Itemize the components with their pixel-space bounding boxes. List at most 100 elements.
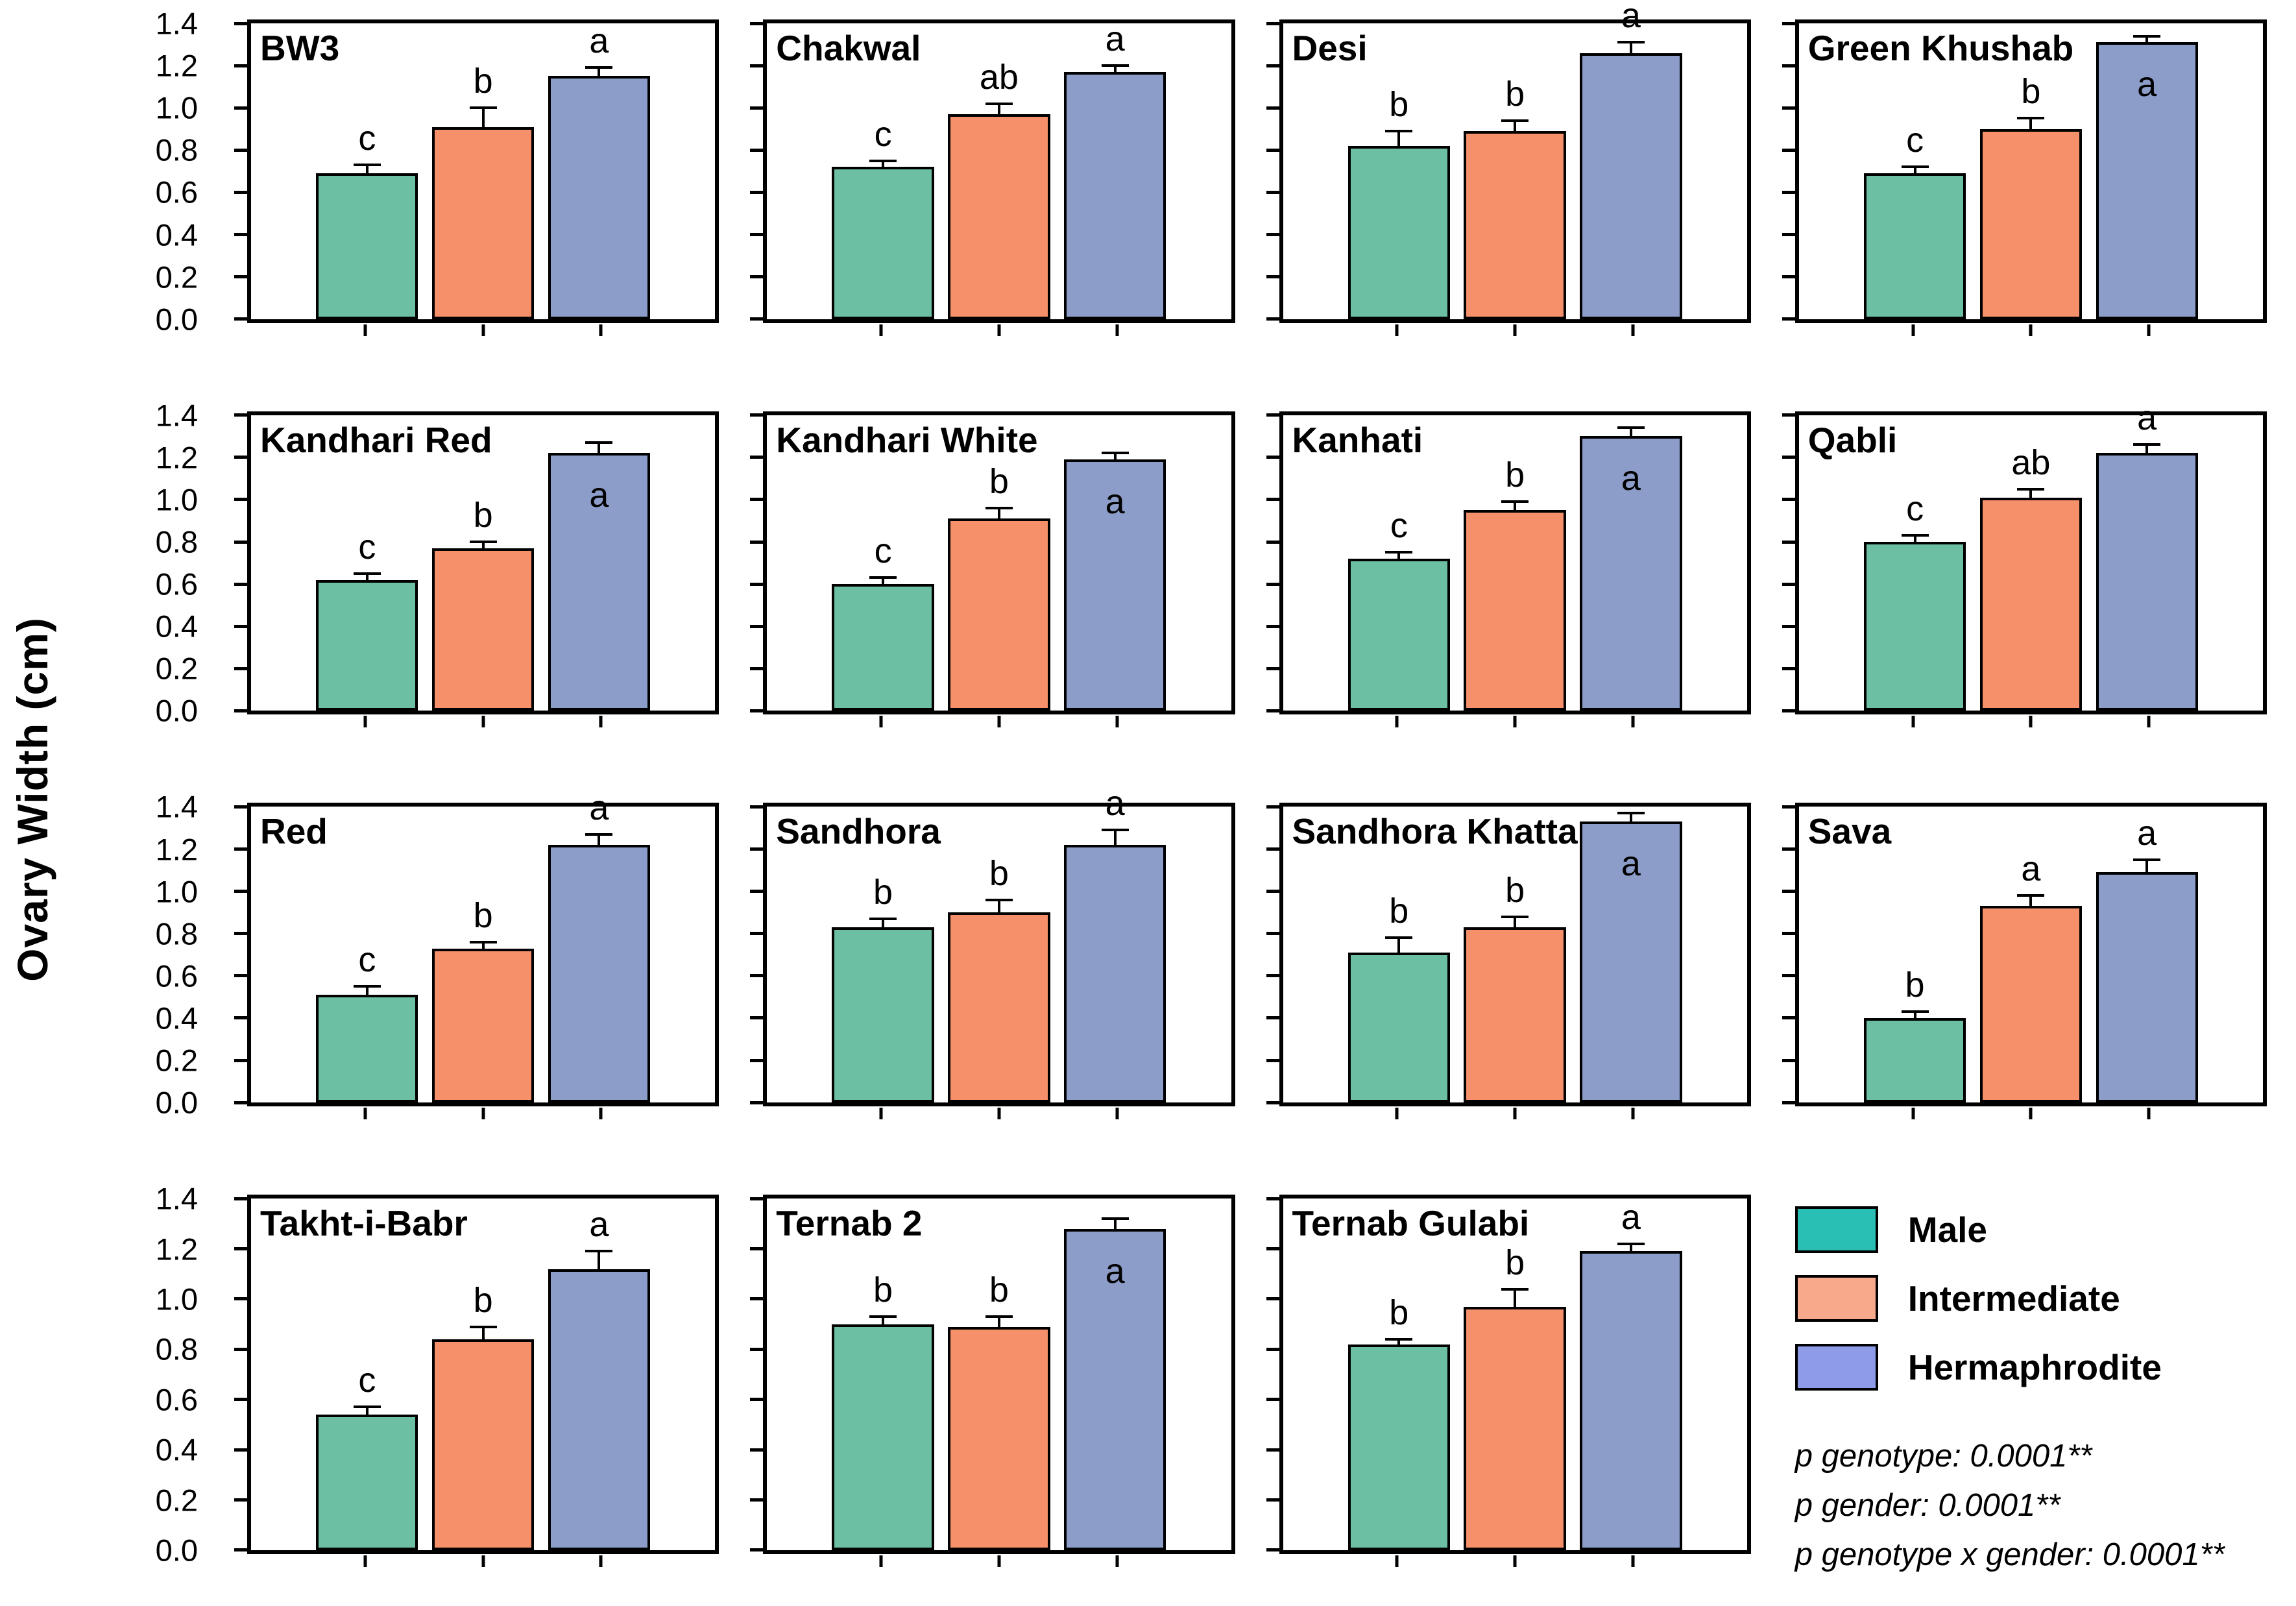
y-tick-mark (750, 709, 764, 712)
significance-letter: c (1390, 506, 1408, 546)
y-tick-mark (1782, 413, 1795, 417)
error-bar-cap (469, 541, 497, 544)
bar-male (316, 1415, 418, 1550)
y-tick-mark (1782, 1016, 1795, 1020)
y-tick-mark (1266, 275, 1279, 279)
bar-intermediate (1464, 1306, 1566, 1550)
y-tick-mark (1266, 64, 1279, 67)
bar-hermaphrodite (2096, 872, 2198, 1103)
significance-letter: a (2137, 398, 2157, 438)
bar-intermediate (948, 518, 1050, 711)
x-tick-mark (1911, 716, 1915, 728)
error-bar-cap (1101, 829, 1129, 832)
significance-letter: b (1389, 85, 1409, 125)
x-tick-mark (599, 1108, 603, 1120)
y-tick-mark (750, 1197, 764, 1200)
x-tick-mark (2029, 716, 2033, 728)
error-bar (2145, 444, 2149, 454)
y-tick-label: 1.0 (155, 90, 198, 125)
significance-letter: a (1105, 19, 1125, 59)
y-tick-mark (1266, 106, 1279, 110)
error-bar-cap (469, 1325, 497, 1328)
p-gender-line: p gender: 0.0001** (1795, 1488, 2060, 1524)
y-tick-mark (1266, 709, 1279, 712)
x-tick-mark (1395, 1108, 1399, 1120)
y-axis-label: Ovary Width (cm) (8, 617, 56, 982)
error-bar (1514, 1289, 1517, 1307)
y-tick-mark (750, 64, 764, 67)
y-tick-mark (1266, 1247, 1279, 1251)
x-tick-mark (1395, 1555, 1399, 1567)
error-bar-cap (1101, 1217, 1129, 1221)
y-tick-mark (234, 64, 247, 67)
x-tick-mark (1513, 324, 1517, 336)
y-tick-mark (1266, 1058, 1279, 1062)
bar-hermaphrodite (548, 845, 651, 1103)
y-tick-mark (750, 1498, 764, 1502)
error-bar (598, 834, 601, 846)
y-tick-mark (750, 1347, 764, 1351)
significance-letter: b (1905, 966, 1925, 1005)
bar-male (1863, 542, 1966, 711)
x-tick-mark (1115, 1555, 1119, 1567)
y-tick-mark (234, 805, 247, 809)
panel-frame: Kandhari Red c b a (234, 411, 719, 715)
x-tick-mark (2029, 324, 2033, 336)
significance-letter: a (589, 21, 609, 61)
error-bar-cap (869, 159, 897, 162)
x-tick-mark (1115, 1108, 1119, 1120)
y-tick-mark (234, 456, 247, 459)
y-tick-mark (1782, 275, 1795, 279)
bar-male (1347, 145, 1450, 319)
y-tick-label: 0.8 (155, 524, 198, 559)
bar-hermaphrodite (1064, 459, 1166, 711)
bar-intermediate (1464, 131, 1566, 319)
error-bar-cap (1385, 1337, 1413, 1341)
x-tick-mark (2147, 1108, 2151, 1120)
y-tick-label: 1.2 (155, 440, 198, 475)
error-bar (1514, 120, 1517, 132)
y-tick-mark (1266, 1347, 1279, 1351)
y-tick-mark (750, 413, 764, 417)
y-tick-mark (1782, 624, 1795, 628)
y-tick-mark (234, 1548, 247, 1552)
y-tick-mark (750, 1297, 764, 1301)
bar-hermaphrodite (548, 453, 651, 711)
significance-letter: c (358, 1361, 376, 1400)
y-tick-mark (1266, 233, 1279, 236)
y-tick-label: 1.2 (155, 832, 198, 867)
error-bar-cap (353, 572, 381, 575)
y-tick-mark (750, 1548, 764, 1552)
significance-letter: b (1505, 1243, 1525, 1282)
y-tick-label: 1.0 (155, 874, 198, 909)
y-tick-mark (750, 582, 764, 586)
significance-letter: c (874, 531, 892, 571)
y-tick-label: 1.0 (155, 1282, 198, 1317)
bar-intermediate (1979, 497, 2083, 711)
y-tick-mark (1782, 190, 1795, 194)
y-tick-mark (750, 890, 764, 894)
error-bar-cap (2133, 443, 2161, 446)
x-tick-mark (599, 324, 603, 336)
error-bar (1113, 453, 1117, 460)
significance-letter: a (589, 788, 609, 827)
x-tick-mark (997, 1555, 1001, 1567)
error-bar-cap (985, 898, 1013, 901)
error-bar-cap (2133, 34, 2161, 38)
bar-intermediate (431, 127, 535, 319)
significance-letter: c (1906, 121, 1924, 160)
y-tick-mark (1266, 666, 1279, 670)
legend-item-intermediate: Intermediate (1795, 1275, 2267, 1322)
error-bar-cap (1901, 165, 1929, 169)
x-tick-mark (599, 716, 603, 728)
significance-letter: b (989, 853, 1009, 893)
error-bar (365, 1407, 369, 1415)
significance-letter: a (2137, 813, 2157, 853)
y-tick-mark (1266, 974, 1279, 978)
y-tick-mark (750, 624, 764, 628)
y-tick-mark (750, 540, 764, 544)
y-tick-mark (1266, 1101, 1279, 1104)
error-bar-cap (1901, 1010, 1929, 1014)
